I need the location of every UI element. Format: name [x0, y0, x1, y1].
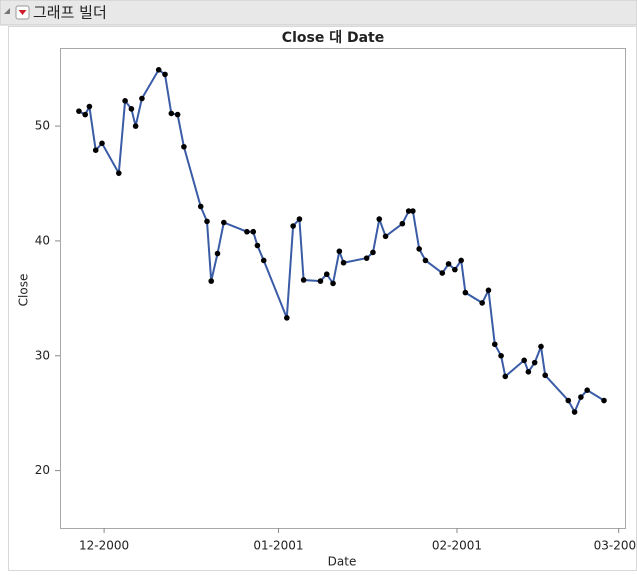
data-point [405, 208, 412, 214]
data-point [571, 409, 578, 415]
data-point [416, 246, 422, 252]
data-point [336, 248, 343, 255]
data-point [181, 143, 187, 150]
data-point [340, 259, 347, 266]
data-point [300, 277, 307, 283]
data-point [139, 95, 145, 102]
data-point [260, 257, 267, 264]
data-point [491, 341, 498, 348]
x-tick-label: 03-2001 [594, 539, 637, 553]
data-point [132, 123, 139, 129]
data-point [290, 223, 296, 229]
data-point [174, 111, 181, 118]
menu-arrow [18, 10, 27, 15]
data-point [128, 106, 135, 112]
data-point [76, 108, 82, 114]
y-tick-label: 20 [35, 463, 50, 477]
x-axis-label: Date [328, 555, 357, 569]
data-point [485, 287, 492, 294]
data-point [439, 270, 446, 276]
data-point [86, 103, 93, 110]
x-tick-label: 02-2001 [432, 539, 482, 553]
data-point [221, 219, 227, 226]
data-point [208, 278, 215, 284]
data-point [538, 343, 544, 350]
data-point [122, 98, 128, 104]
data-point [162, 71, 168, 78]
data-point [330, 280, 336, 287]
data-point [284, 315, 290, 321]
data-point [82, 111, 89, 118]
y-tick-label: 50 [35, 119, 50, 133]
data-point [542, 372, 548, 379]
data-point [204, 218, 210, 225]
data-point [370, 249, 376, 256]
data-point [363, 255, 370, 261]
data-point [214, 250, 221, 257]
data-point [525, 369, 532, 375]
data-point [99, 140, 105, 147]
data-point [445, 261, 452, 267]
data-point [116, 170, 122, 176]
data-point [250, 228, 257, 235]
data-point [498, 352, 504, 359]
window-title: 그래프 빌더 [33, 4, 107, 22]
data-point [565, 397, 572, 404]
data-point [296, 216, 303, 222]
data-point [422, 257, 429, 264]
header-bar [0, 0, 637, 26]
data-point [452, 266, 458, 273]
data-point [244, 228, 250, 235]
data-point [317, 278, 324, 284]
data-point [382, 233, 389, 240]
data-point [462, 289, 469, 296]
graph-frame [8, 26, 637, 571]
data-point [155, 67, 162, 73]
data-point [531, 359, 538, 366]
data-point [197, 203, 204, 210]
x-tick-label: 12-2000 [79, 539, 129, 553]
data-point [502, 373, 509, 380]
y-axis-label: Close [17, 274, 31, 307]
data-point [479, 300, 485, 306]
data-point [410, 208, 416, 214]
chart-title: Close 대 Date [282, 30, 384, 46]
data-point [521, 357, 527, 364]
data-point [92, 147, 99, 154]
y-tick-label: 30 [35, 348, 50, 362]
plot-area [60, 48, 626, 529]
data-point [458, 257, 464, 264]
data-point [601, 397, 607, 404]
data-point [578, 394, 584, 400]
data-point [323, 271, 330, 278]
data-point [376, 216, 383, 222]
data-point [254, 242, 261, 249]
data-point [168, 110, 175, 117]
data-point [399, 220, 406, 227]
data-point [584, 387, 590, 394]
y-tick-label: 40 [35, 233, 50, 247]
disclosure-icon[interactable] [4, 8, 10, 14]
x-tick-label: 01-2001 [253, 539, 303, 553]
